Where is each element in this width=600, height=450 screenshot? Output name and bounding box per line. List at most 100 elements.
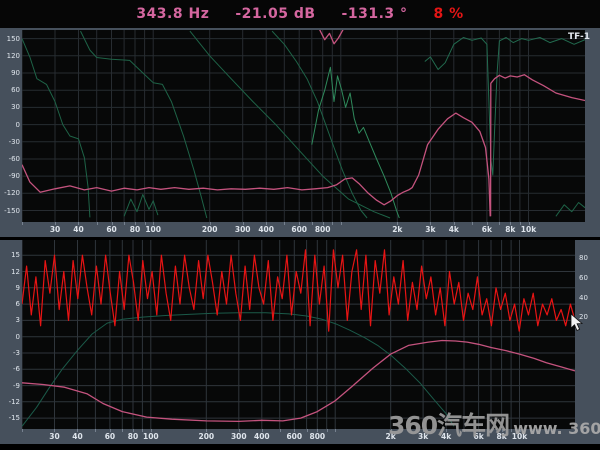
x-axis-tick-label: 400 (258, 225, 274, 234)
x-axis-tick-label: 80 (127, 432, 139, 441)
x-axis-tick-label: 3k (418, 432, 429, 441)
readout-bar: 343.8 Hz -21.05 dB -131.3 ° 8 % (0, 0, 600, 28)
axis-tick-mark (430, 222, 431, 225)
axis-tick-mark (323, 222, 324, 225)
axis-tick-mark (55, 222, 56, 225)
x-axis-tick-label: 3k (425, 225, 436, 234)
x-axis-tick-label: 30 (49, 432, 60, 441)
axis-tick-mark (243, 222, 244, 225)
y2-axis-tick-label: 60 (579, 274, 588, 283)
axis-tick-mark (22, 429, 23, 432)
x-axis-tick-label: 800 (309, 432, 326, 441)
x-axis-tick-label: 40 (72, 432, 83, 441)
axis-tick-mark (499, 222, 500, 225)
y-axis-tick-label: 9 (15, 283, 20, 292)
axis-tick-mark (124, 222, 125, 225)
mouse-cursor-icon (570, 314, 584, 332)
axis-tick-mark (210, 222, 211, 225)
x-axis-tick-label: 4k (448, 225, 459, 234)
y-axis-tick-label: 90 (11, 68, 20, 77)
axis-tick-mark (511, 429, 512, 432)
axis-tick-mark (529, 222, 530, 225)
readout-coherence: 8 % (433, 6, 464, 22)
y-axis-tick-label: 30 (11, 103, 20, 112)
axis-tick-mark (122, 429, 123, 432)
y-axis-tick-label: -90 (8, 172, 20, 181)
axis-tick-mark (206, 429, 207, 432)
x-axis-tick-label: 10k (511, 432, 528, 441)
y-axis-tick-label: -15 (8, 414, 20, 423)
y-axis-tick-label: 60 (11, 86, 20, 95)
y-axis-tick-label: -12 (8, 397, 20, 406)
axis-tick-mark (479, 429, 480, 432)
x-axis-tick-label: 200 (198, 432, 215, 441)
x-axis-tick-label: 200 (201, 225, 218, 234)
axis-tick-mark (520, 222, 521, 225)
axis-tick-mark (472, 222, 473, 225)
readout-magnitude: -21.05 dB (235, 6, 316, 22)
axis-tick-mark (312, 222, 313, 225)
y-axis-tick-label: 3 (15, 316, 20, 325)
x-axis-tick-label: 30 (49, 225, 61, 234)
x-axis-tick-label: 6k (473, 432, 484, 441)
axis-tick-mark (97, 222, 98, 225)
x-axis-tick-label: 300 (234, 225, 251, 234)
x-axis-tick-label: 800 (314, 225, 331, 234)
x-axis-tick-label: 600 (291, 225, 308, 234)
axis-tick-mark (391, 429, 392, 432)
axis-tick-mark (239, 429, 240, 432)
watermark-url: www. 360qc.com (513, 419, 600, 438)
axis-tick-mark (332, 222, 333, 225)
x-axis-tick-label: 8k (505, 225, 516, 234)
x-axis-tick-label: 2k (392, 225, 403, 234)
axis-tick-mark (77, 429, 78, 432)
y2-axis-tick-label: 40 (579, 293, 588, 302)
axis-tick-mark (307, 429, 308, 432)
axis-tick-mark (502, 429, 503, 432)
x-axis-tick-label: 600 (286, 432, 303, 441)
axis-tick-mark (110, 429, 111, 432)
axis-tick-mark (280, 429, 281, 432)
axis-tick-mark (464, 429, 465, 432)
y-axis-tick-label: -3 (13, 348, 20, 357)
axis-tick-mark (397, 222, 398, 225)
axis-tick-mark (54, 429, 55, 432)
x-axis-tick-label: 60 (104, 432, 116, 441)
y-axis-tick-label: 0 (15, 332, 20, 341)
axis-tick-mark (284, 222, 285, 225)
axis-tick-mark (317, 429, 318, 432)
magnitude-chart: 15 12 9 6 3 0 -3 -6 -9 -12 -15 80 60 40 20 30 40 60 80 100 2… (0, 240, 600, 444)
x-axis-tick-label: 100 (143, 432, 159, 441)
x-axis-tick-label: 8k (496, 432, 507, 441)
readout-frequency: 343.8 Hz (136, 6, 210, 22)
y-axis-tick-label: -60 (8, 154, 20, 163)
axis-tick-mark (294, 429, 295, 432)
phase-x-axis-band (0, 222, 600, 237)
axis-tick-mark (520, 429, 521, 432)
axis-tick-mark (491, 429, 492, 432)
x-axis-tick-label: 100 (145, 225, 161, 234)
axis-tick-mark (151, 429, 152, 432)
magnitude-x-axis-band (0, 429, 600, 444)
axis-tick-mark (446, 429, 447, 432)
y-axis-tick-label: -9 (13, 381, 20, 390)
axis-tick-mark (266, 222, 267, 225)
axis-tick-mark (341, 222, 342, 225)
axis-tick-mark (510, 222, 511, 225)
x-axis-tick-label: 10k (520, 225, 537, 234)
y-axis-tick-label: 6 (15, 300, 20, 309)
axis-tick-mark (262, 429, 263, 432)
x-axis-tick-label: 300 (230, 432, 247, 441)
axis-tick-mark (299, 222, 300, 225)
y2-axis-tick-label: 20 (579, 313, 588, 322)
magnitude-plot-area[interactable] (22, 240, 575, 429)
x-axis-tick-label: 40 (73, 225, 84, 234)
phase-plot-area[interactable] (22, 30, 585, 222)
y-axis-tick-label: -150 (4, 206, 20, 215)
axis-tick-mark (487, 222, 488, 225)
axis-tick-mark (142, 429, 143, 432)
x-axis-tick-label: 2k (385, 432, 396, 441)
y-axis-tick-label: -30 (8, 137, 20, 146)
